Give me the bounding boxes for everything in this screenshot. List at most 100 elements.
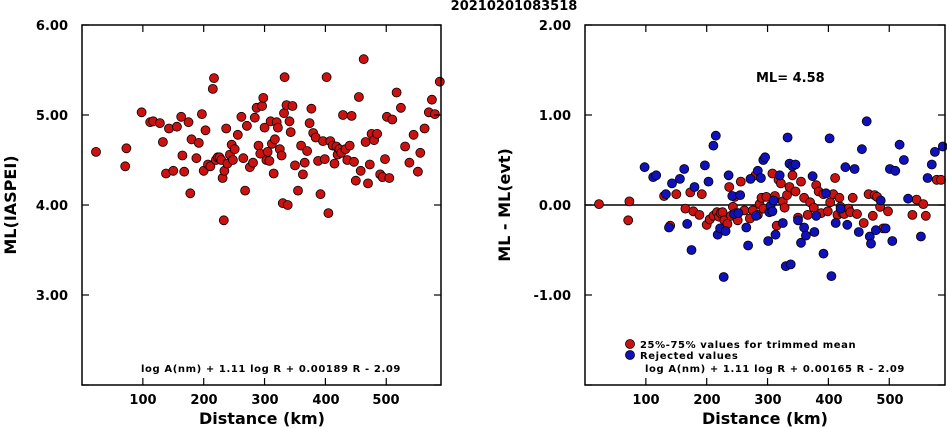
- left-data-point: [329, 158, 340, 169]
- right-data-point: [875, 195, 886, 206]
- left-data-point: [264, 155, 275, 166]
- right-data-point: [682, 218, 693, 229]
- right-data-point: [918, 199, 929, 210]
- right-data-point: [751, 210, 761, 221]
- right-data-point: [717, 207, 728, 218]
- left-data-point: [364, 159, 375, 170]
- left-data-point: [262, 146, 273, 157]
- left-data-point: [91, 146, 101, 157]
- right-data-point: [821, 188, 831, 199]
- right-data-point: [849, 164, 860, 174]
- right-data-point: [639, 162, 650, 173]
- right-data-point: [767, 206, 778, 217]
- right-data-point: [930, 146, 940, 157]
- left-data-point: [282, 200, 293, 210]
- right-data-point: [787, 170, 798, 181]
- left-ytick-label: 5.00: [36, 109, 68, 124]
- right-data-point: [825, 197, 836, 208]
- right-data-point: [922, 173, 933, 183]
- right-data-point: [830, 173, 840, 183]
- right-data-point: [623, 215, 634, 226]
- left-data-point: [120, 161, 131, 172]
- right-data-point: [887, 236, 898, 246]
- left-data-point: [293, 185, 303, 196]
- left-data-point: [380, 154, 390, 165]
- left-data-point: [191, 153, 202, 164]
- right-xtick-label: 200: [693, 393, 720, 408]
- left-data-point: [157, 137, 168, 147]
- right-ytick-label: 1.00: [539, 109, 571, 124]
- right-data-point: [708, 140, 719, 151]
- left-data-point: [232, 129, 243, 140]
- left-ytick-label: 4.00: [36, 199, 68, 214]
- right-plot-frame: [584, 24, 946, 386]
- right-data-point: [664, 222, 674, 233]
- left-data-point: [434, 76, 445, 87]
- right-data-point: [834, 192, 845, 203]
- left-data-point: [240, 185, 251, 196]
- right-data-point: [858, 218, 869, 228]
- left-data-point: [290, 160, 300, 171]
- left-data-point: [185, 188, 196, 199]
- right-data-point: [824, 133, 835, 144]
- right-data-point: [830, 218, 841, 228]
- left-data-point: [236, 111, 247, 122]
- right-data-point: [801, 230, 811, 241]
- left-data-point: [344, 140, 355, 151]
- left-data-point: [395, 102, 406, 113]
- right-data-point: [790, 186, 801, 197]
- left-data-point: [415, 147, 426, 158]
- right-data-point: [770, 229, 781, 240]
- left-data-point: [258, 93, 269, 103]
- left-data-point: [168, 165, 179, 176]
- right-data-point: [835, 203, 846, 214]
- left-axis-ticks: [82, 24, 441, 386]
- left-data-point: [248, 157, 258, 168]
- left-data-point: [218, 215, 229, 226]
- right-data-point: [894, 139, 905, 150]
- right-data-point: [760, 152, 770, 163]
- right-data-point: [703, 176, 714, 187]
- right-data-point: [710, 130, 721, 141]
- right-ytick-label: -1.00: [534, 289, 571, 304]
- left-data-point: [285, 127, 296, 138]
- right-data-point: [763, 236, 774, 246]
- right-xtick-label: 300: [754, 393, 781, 408]
- left-data-point: [306, 103, 317, 114]
- right-data-point: [696, 189, 707, 200]
- left-data-point: [384, 173, 395, 183]
- left-data-point: [121, 143, 132, 154]
- left-data-point: [338, 110, 348, 120]
- right-data-point: [667, 178, 677, 189]
- left-data-point: [183, 117, 194, 128]
- right-xtick-label: 500: [876, 393, 903, 408]
- right-data-point: [842, 219, 853, 230]
- left-data-point: [319, 154, 330, 165]
- right-data-point: [796, 176, 806, 187]
- left-data-point: [279, 72, 290, 83]
- right-data-point: [700, 160, 710, 171]
- right-xtick-label: 100: [632, 393, 659, 408]
- left-data-point: [253, 140, 264, 151]
- left-data-point: [360, 137, 371, 147]
- left-data-point: [269, 134, 280, 145]
- right-data-point: [871, 225, 881, 236]
- left-data-point: [315, 189, 326, 200]
- legend-marker-trimmed-mean: [625, 339, 635, 349]
- right-data-point: [686, 245, 697, 255]
- right-data-point: [826, 271, 837, 282]
- right-data-point: [720, 226, 731, 237]
- right-data-point: [790, 159, 801, 170]
- left-xtick-label: 100: [129, 393, 156, 408]
- right-data-point: [799, 222, 809, 233]
- right-data-point: [883, 206, 893, 217]
- left-data-point: [259, 122, 270, 133]
- left-data-point: [349, 156, 359, 167]
- right-data-point: [807, 171, 818, 182]
- right-data-point: [594, 199, 604, 210]
- left-formula: log A(nm) + 1.11 log R + 0.00189 R - 2.0…: [141, 364, 401, 375]
- left-data-point: [387, 114, 398, 125]
- right-data-point: [866, 238, 876, 249]
- right-xtick-label: 400: [815, 393, 842, 408]
- right-data-point: [802, 209, 813, 220]
